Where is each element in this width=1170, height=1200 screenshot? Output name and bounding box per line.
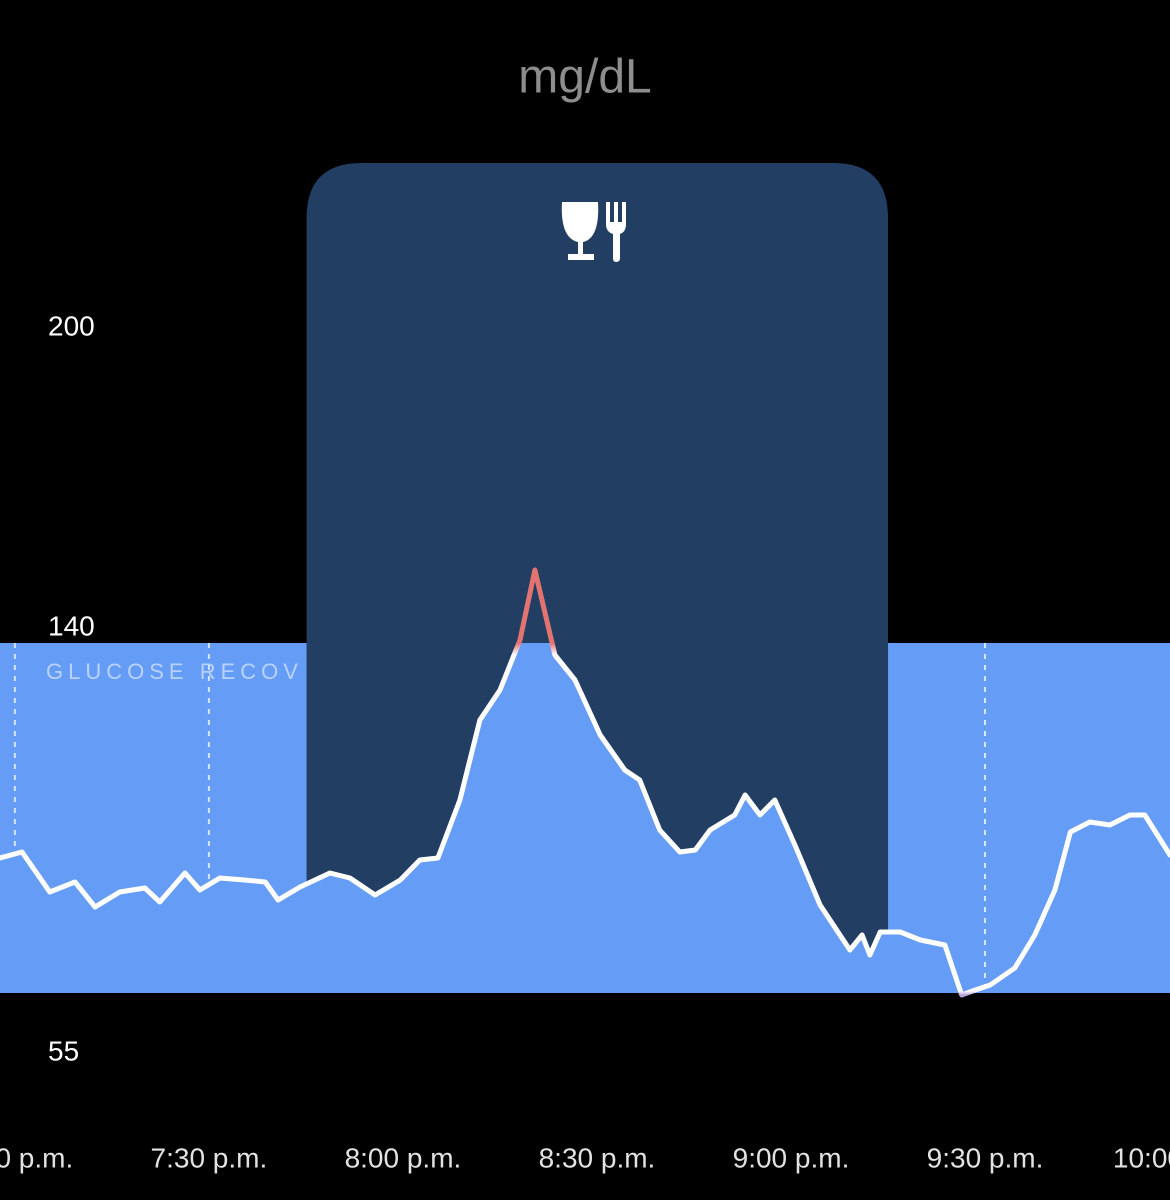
glucose-line: [0, 567, 1170, 998]
y-tick-label: 140: [48, 610, 95, 641]
x-tick-label: 7:00 p.m.: [0, 1142, 73, 1173]
y-tick-label: 55: [48, 1035, 79, 1066]
meal-icon: [561, 202, 626, 262]
x-tick-label: 9:30 p.m.: [927, 1142, 1044, 1173]
fork-icon: [606, 202, 626, 262]
band-label: GLUCOSE RECOV: [46, 659, 303, 684]
y-tick-label: 200: [48, 310, 95, 341]
curve-area: [0, 643, 1170, 993]
wine-glass-icon: [561, 202, 599, 260]
x-tick-label: 9:00 p.m.: [733, 1142, 850, 1173]
x-tick-label: 8:30 p.m.: [539, 1142, 656, 1173]
chart-title: mg/dL: [518, 51, 651, 104]
x-tick-label: 10:00 p.m.: [1113, 1142, 1170, 1173]
meal-event: [306, 163, 889, 993]
x-tick-label: 7:30 p.m.: [151, 1142, 268, 1173]
x-tick-label: 8:00 p.m.: [345, 1142, 462, 1173]
